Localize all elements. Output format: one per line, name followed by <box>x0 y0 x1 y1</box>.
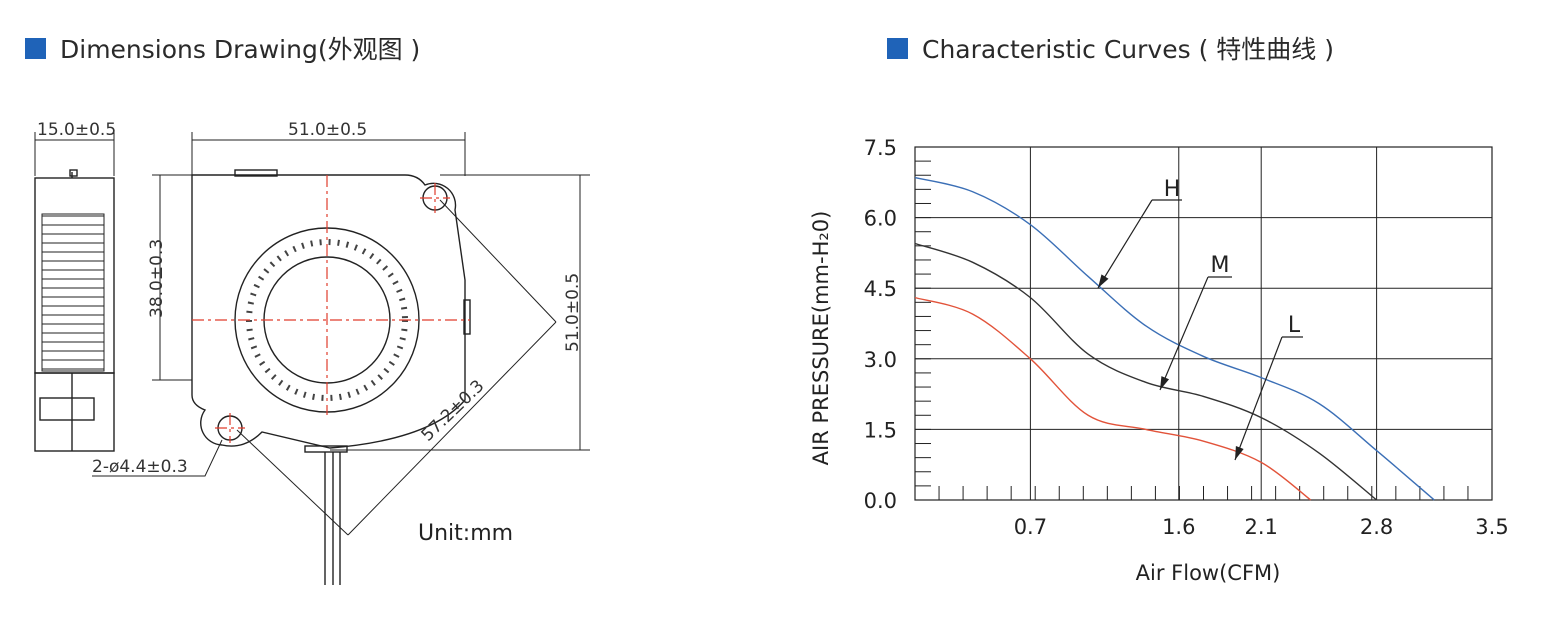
top-width-label: 51.0±0.5 <box>288 120 367 140</box>
side-width-label: 15.0±0.5 <box>37 120 116 140</box>
right-height-label: 51.0±0.5 <box>563 273 583 352</box>
side-view <box>34 132 115 452</box>
series-line-l <box>914 296 1312 501</box>
series-label-h: H <box>1164 177 1181 202</box>
label-leader-line <box>1159 276 1209 391</box>
dimensions-header: Dimensions Drawing(外观图 ) <box>25 30 420 66</box>
arrow-head-icon <box>1235 446 1244 460</box>
dimension-lines <box>92 132 590 536</box>
hole-label: 2-ø4.4±0.3 <box>92 457 188 477</box>
chart-curves <box>914 176 1435 501</box>
tick-labels: 0.7 1.6 2.1 2.8 3.5 0.0 1.5 3.0 4.5 6.0 7.5 <box>864 136 1509 539</box>
chart-grid <box>914 146 1493 501</box>
x-axis-label: Air Flow(CFM) <box>1136 561 1281 585</box>
arrow-head-icon <box>1160 376 1170 390</box>
y-tick-label: 3.0 <box>864 348 897 372</box>
y-tick-label: 7.5 <box>864 136 897 160</box>
curves-header: Characteristic Curves ( 特性曲线 ) <box>887 30 1334 66</box>
series-label-l: L <box>1288 313 1301 338</box>
y-tick-label: 0.0 <box>864 489 897 513</box>
x-tick-label: 3.5 <box>1475 515 1508 539</box>
square-bullet-icon <box>25 37 46 59</box>
minor-ticks <box>914 146 1493 501</box>
x-tick-label: 0.7 <box>1014 515 1047 539</box>
series-line-h <box>914 176 1435 501</box>
y-axis-label: AIR PRESSURE(mm-H₂0) <box>809 211 833 466</box>
square-bullet-icon <box>887 37 908 59</box>
arrow-head-icon <box>1098 274 1109 288</box>
plot-frame <box>914 146 1493 501</box>
y-tick-label: 4.5 <box>864 277 897 301</box>
series-label-m: M <box>1211 253 1230 278</box>
series-line-m <box>914 242 1378 501</box>
curve-labels: H M L <box>1097 177 1303 461</box>
label-leader-line <box>1097 199 1153 289</box>
center-lines <box>192 175 470 443</box>
curves-title: Characteristic Curves ( 特性曲线 ) <box>922 35 1334 64</box>
x-tick-label: 2.8 <box>1360 515 1393 539</box>
x-tick-label: 1.6 <box>1162 515 1195 539</box>
dimensions-title: Dimensions Drawing(外观图 ) <box>60 35 421 64</box>
label-leader-line <box>1234 336 1283 461</box>
x-tick-label: 2.1 <box>1244 515 1277 539</box>
height-label: 38.0±0.3 <box>147 239 167 318</box>
y-tick-label: 6.0 <box>864 207 897 231</box>
y-tick-label: 1.5 <box>864 418 897 442</box>
unit-label: Unit:mm <box>418 521 513 546</box>
